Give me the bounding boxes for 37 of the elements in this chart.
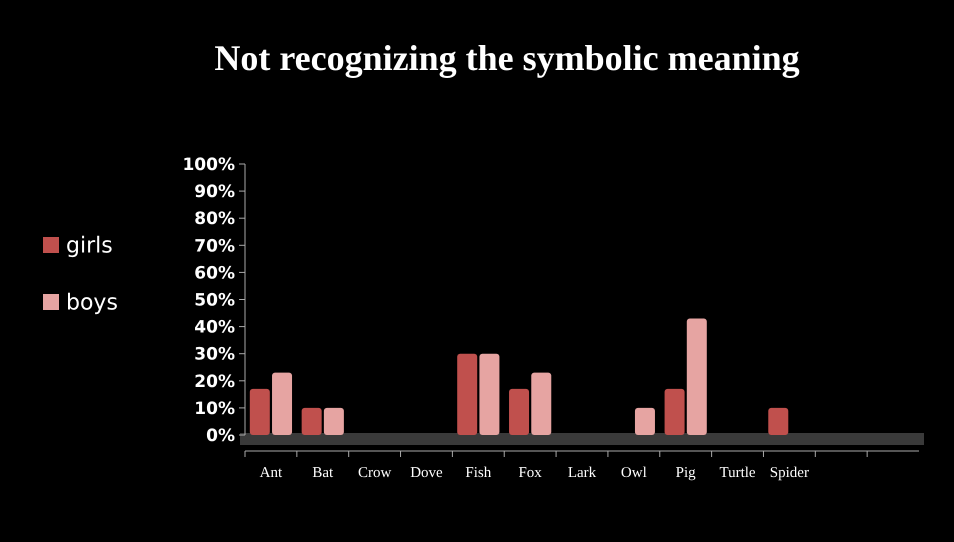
y-tick-label: 30% <box>194 344 235 365</box>
x-tick-label: Spider <box>770 465 809 481</box>
x-tick-label: Fox <box>518 465 542 481</box>
legend-label: boys <box>66 290 118 316</box>
bar <box>250 388 270 435</box>
bar <box>272 372 292 435</box>
chart-title: Not recognizing the symbolic meaning <box>214 38 800 78</box>
y-tick-label: 60% <box>194 263 235 284</box>
y-tick-label: 40% <box>194 318 235 338</box>
bar <box>302 408 322 435</box>
bar <box>531 372 552 435</box>
x-tick-label: Crow <box>358 465 392 481</box>
y-tick-label: 100% <box>182 154 235 175</box>
bar <box>686 318 707 435</box>
x-tick-label: Turtle <box>719 465 756 481</box>
y-tick-label: 20% <box>194 372 235 392</box>
bar <box>324 408 344 435</box>
bar <box>509 388 530 435</box>
x-tick-label: Ant <box>260 465 284 481</box>
bar <box>634 408 655 435</box>
x-tick-label: Pig <box>676 465 696 481</box>
x-tick-label: Dove <box>410 465 444 481</box>
bar <box>768 408 788 435</box>
y-tick-label: 70% <box>194 236 235 256</box>
y-tick-label: 80% <box>194 209 235 230</box>
bar <box>457 354 478 435</box>
x-tick-label: Lark <box>568 465 597 481</box>
x-tick-label: Fish <box>465 465 492 481</box>
y-tick-label: 0% <box>206 426 235 446</box>
y-tick-label: 90% <box>194 182 235 202</box>
y-tick-label: 10% <box>194 398 235 419</box>
legend-label: girls <box>66 234 113 259</box>
x-tick-label: Owl <box>620 465 647 481</box>
x-tick-label: Bat <box>312 465 334 481</box>
bar <box>664 388 685 435</box>
y-tick-label: 50% <box>194 290 235 310</box>
bar <box>479 354 500 435</box>
